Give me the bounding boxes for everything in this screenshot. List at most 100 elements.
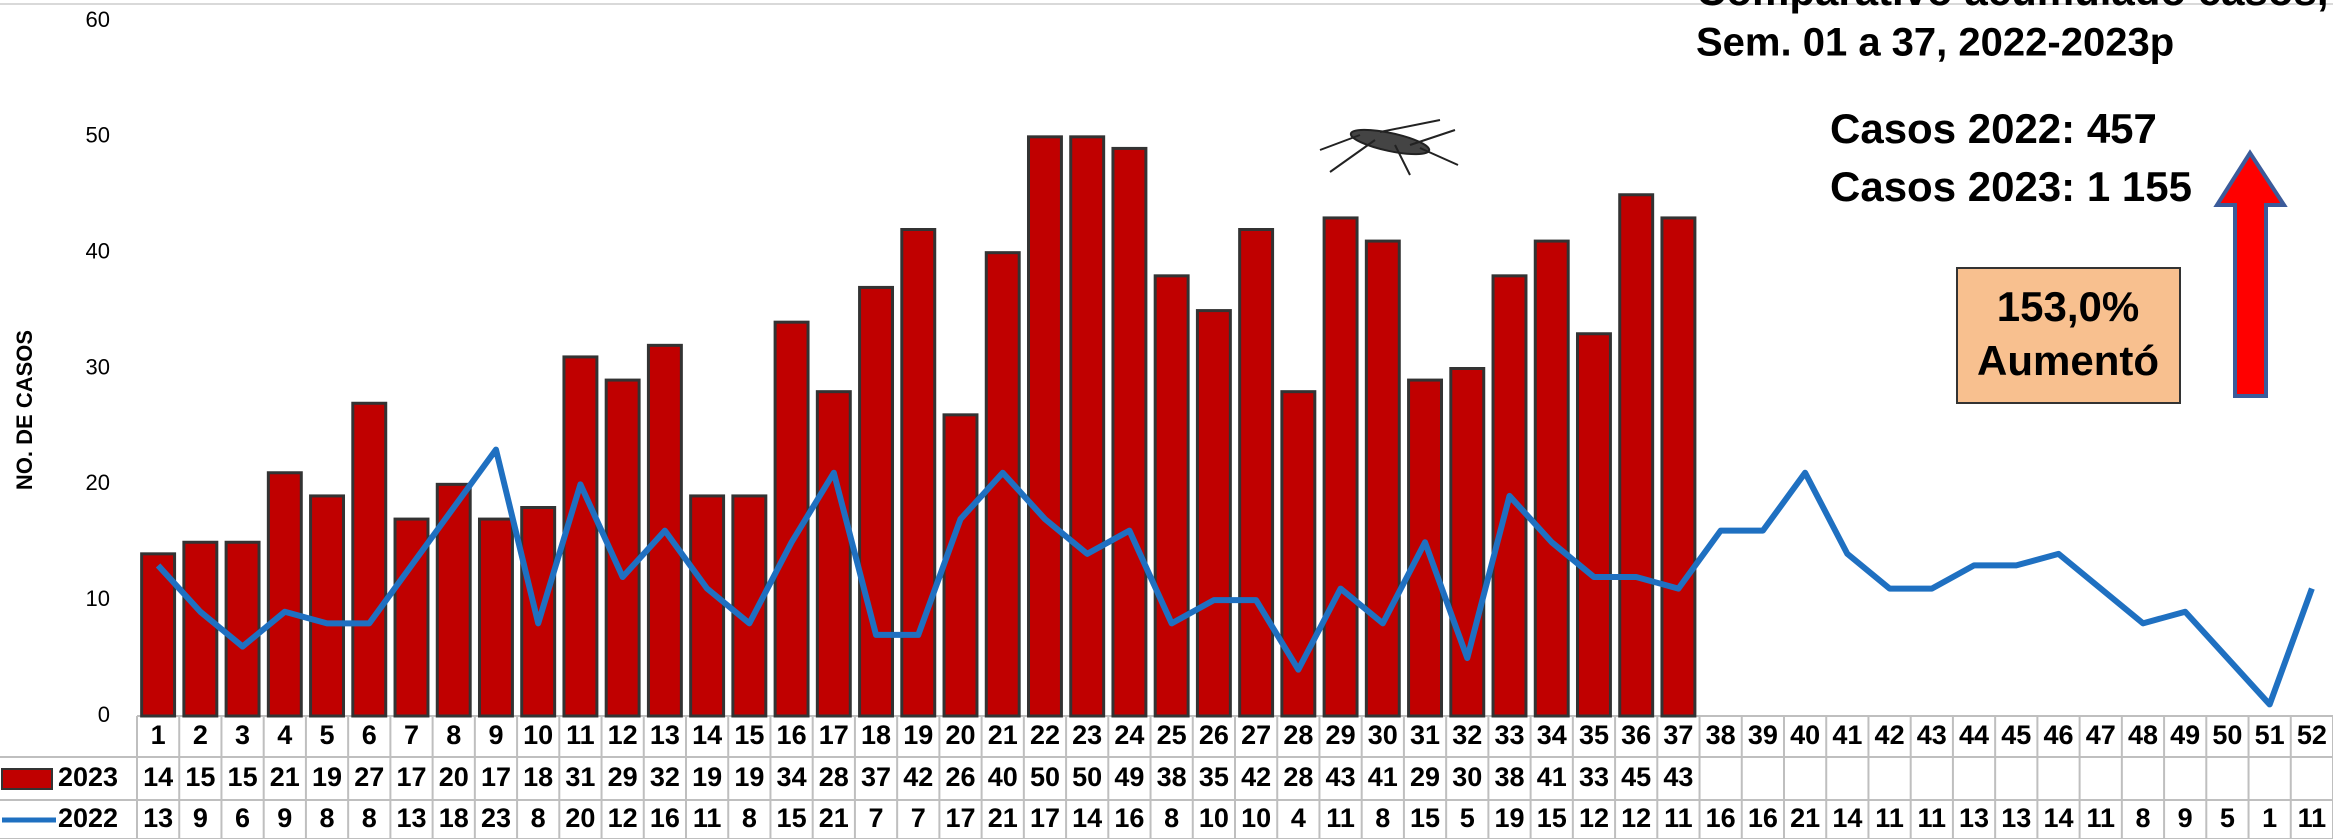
x-tick-label: 18 xyxy=(861,720,891,750)
bar xyxy=(351,401,388,718)
x-tick-label: 4 xyxy=(277,720,292,750)
data-table-value: 12 xyxy=(1579,803,1609,833)
bar xyxy=(309,494,346,718)
data-table-value: 15 xyxy=(1537,803,1567,833)
bar xyxy=(1660,216,1697,718)
data-table-value: 7 xyxy=(911,803,926,833)
x-tick-label: 44 xyxy=(1959,720,1989,750)
x-tick-label: 30 xyxy=(1368,720,1398,750)
x-tick-label: 8 xyxy=(446,720,461,750)
x-tick-label: 49 xyxy=(2170,720,2200,750)
data-table-value: 27 xyxy=(354,762,384,792)
x-tick-label: 46 xyxy=(2043,720,2073,750)
bar xyxy=(815,390,852,718)
data-table-value: 17 xyxy=(396,762,426,792)
x-tick-label: 17 xyxy=(819,720,849,750)
y-tick-label: 30 xyxy=(86,354,110,379)
data-table-value: 45 xyxy=(1621,762,1651,792)
data-table-value: 30 xyxy=(1452,762,1482,792)
data-table-value: 16 xyxy=(1706,803,1736,833)
x-tick-label: 45 xyxy=(2001,720,2031,750)
data-table-value: 32 xyxy=(650,762,680,792)
bar xyxy=(604,378,641,718)
data-table-value: 13 xyxy=(396,803,426,833)
bar xyxy=(1618,193,1655,718)
x-tick-label: 7 xyxy=(404,720,419,750)
x-tick-label: 3 xyxy=(235,720,250,750)
x-tick-label: 19 xyxy=(903,720,933,750)
data-table-value: 50 xyxy=(1072,762,1102,792)
y-tick-label: 0 xyxy=(98,702,110,727)
x-tick-label: 38 xyxy=(1706,720,1736,750)
data-table-value: 8 xyxy=(362,803,377,833)
bar xyxy=(689,494,726,718)
bar xyxy=(858,285,895,718)
data-table-value: 11 xyxy=(2086,803,2115,833)
bar xyxy=(1533,239,1570,718)
x-tick-label: 25 xyxy=(1157,720,1187,750)
data-table-value: 31 xyxy=(565,762,595,792)
data-table-value: 14 xyxy=(1072,803,1102,833)
data-table-value: 13 xyxy=(143,803,173,833)
data-table-value: 28 xyxy=(1283,762,1313,792)
data-table-value: 38 xyxy=(1157,762,1187,792)
x-tick-label: 52 xyxy=(2297,720,2327,750)
x-tick-label: 35 xyxy=(1579,720,1609,750)
bar xyxy=(1280,390,1317,718)
data-table-value: 18 xyxy=(439,803,469,833)
data-table-value: 21 xyxy=(1790,803,1820,833)
x-tick-label: 6 xyxy=(362,720,377,750)
bar xyxy=(1195,309,1232,718)
data-table-value: 43 xyxy=(1326,762,1356,792)
data-table-value: 11 xyxy=(693,803,722,833)
x-tick-label: 34 xyxy=(1537,720,1567,750)
data-table-value: 13 xyxy=(2001,803,2031,833)
data-table-value: 15 xyxy=(777,803,807,833)
annotation: Aumentó xyxy=(1977,337,2159,384)
x-tick-label: 9 xyxy=(488,720,503,750)
data-table-value: 33 xyxy=(1579,762,1609,792)
bar xyxy=(1069,135,1106,718)
data-table-value: 5 xyxy=(2220,803,2235,833)
legend-key xyxy=(1,768,53,790)
bar xyxy=(224,540,261,718)
bar xyxy=(182,540,219,718)
data-table-value: 8 xyxy=(320,803,335,833)
data-table-value: 42 xyxy=(903,762,933,792)
legend-label: 2022 xyxy=(58,803,118,833)
data-table-value: 5 xyxy=(1460,803,1475,833)
x-tick-label: 22 xyxy=(1030,720,1060,750)
legend-label: 2023 xyxy=(58,762,118,792)
data-table-value: 9 xyxy=(277,803,292,833)
data-table-value: 49 xyxy=(1114,762,1144,792)
x-tick-label: 37 xyxy=(1663,720,1693,750)
x-tick-label: 26 xyxy=(1199,720,1229,750)
data-table-value: 14 xyxy=(2043,803,2073,833)
x-tick-label: 41 xyxy=(1832,720,1862,750)
y-tick-label: 40 xyxy=(86,238,110,263)
data-table-value: 15 xyxy=(228,762,258,792)
data-table-value: 12 xyxy=(1621,803,1651,833)
x-tick-label: 47 xyxy=(2086,720,2116,750)
chart-title: Comparativo acumulado casos, xyxy=(1696,0,2329,14)
data-table-value: 18 xyxy=(523,762,553,792)
data-table-value: 20 xyxy=(565,803,595,833)
data-table-value: 9 xyxy=(193,803,208,833)
chart-subtitle: Sem. 01 a 37, 2022-2023p xyxy=(1696,21,2174,65)
y-tick-label: 20 xyxy=(86,470,110,495)
data-table-value: 17 xyxy=(481,762,511,792)
x-tick-label: 1 xyxy=(151,720,166,750)
x-tick-label: 13 xyxy=(650,720,680,750)
bar xyxy=(1238,228,1275,718)
data-table-value: 37 xyxy=(861,762,891,792)
x-tick-label: 12 xyxy=(608,720,638,750)
x-tick-label: 20 xyxy=(945,720,975,750)
data-table-value: 10 xyxy=(1199,803,1229,833)
x-tick-label: 24 xyxy=(1114,720,1144,750)
data-table-value: 21 xyxy=(819,803,849,833)
data-table-value: 29 xyxy=(1410,762,1440,792)
data-table-value: 29 xyxy=(608,762,638,792)
data-table-value: 15 xyxy=(1410,803,1440,833)
data-table-value: 8 xyxy=(1164,803,1179,833)
